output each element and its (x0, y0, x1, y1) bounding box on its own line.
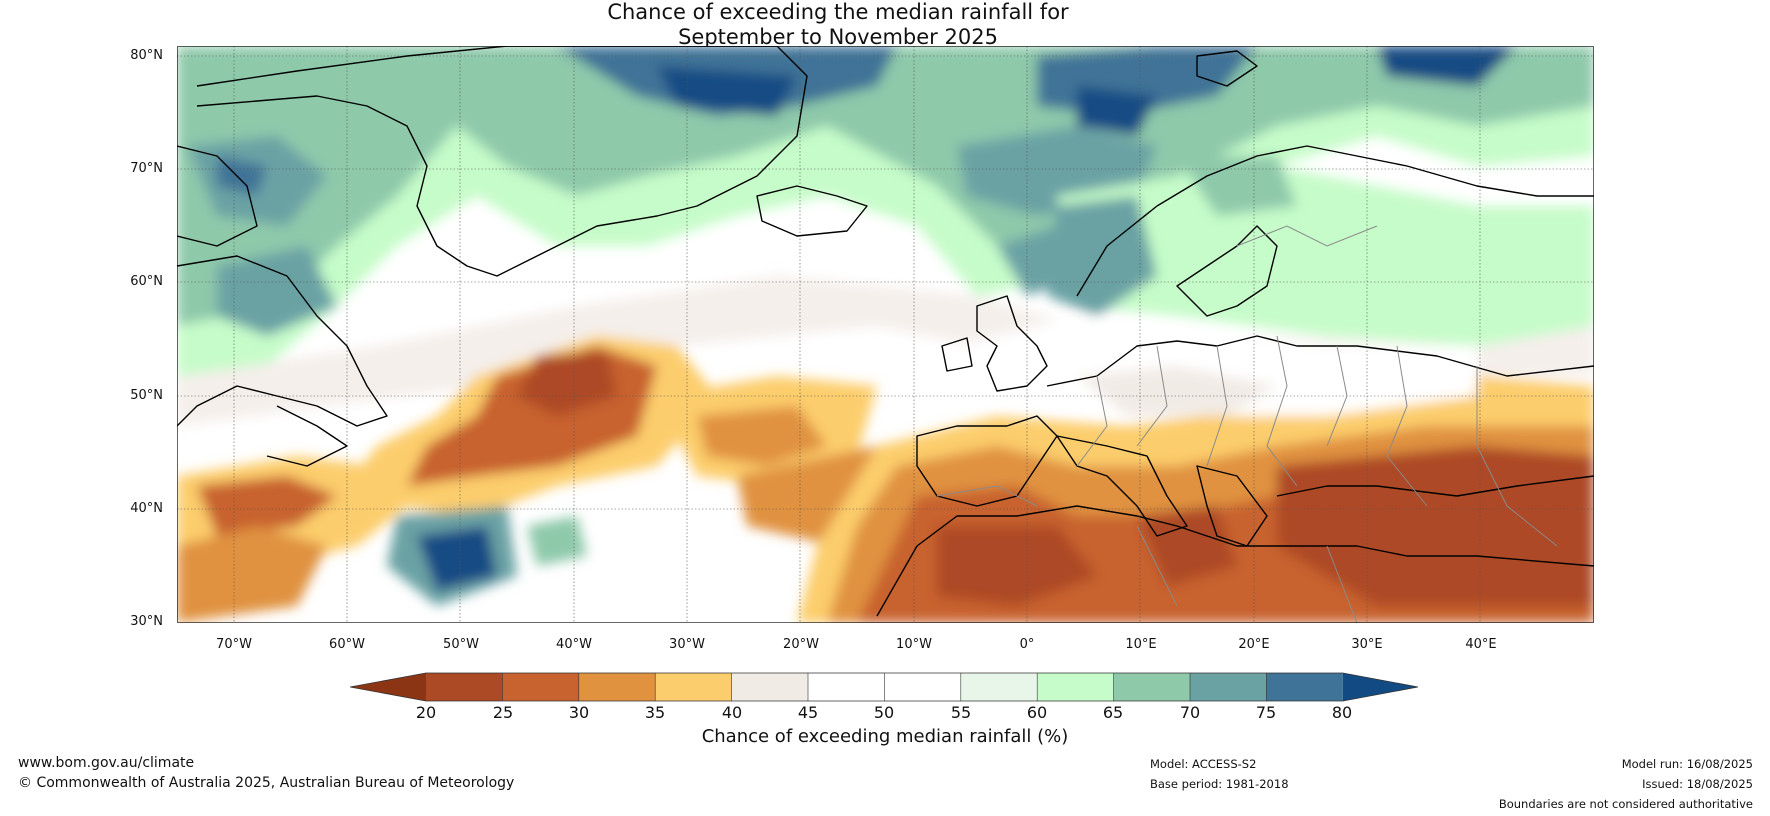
colorbar-tick-65: 65 (1102, 703, 1124, 722)
colorbar-cell (655, 673, 732, 701)
colorbar-cell (960, 673, 1038, 701)
map-title: Chance of exceeding the median rainfall … (0, 0, 1770, 50)
colorbar-extend-low (350, 673, 426, 701)
lon-label-30w: 30°W (669, 637, 705, 652)
colorbar-tick-40: 40 (721, 703, 743, 722)
colorbar-tick-60: 60 (1026, 703, 1048, 722)
coast-ireland (941, 337, 973, 372)
coast-labrador (177, 255, 388, 427)
colorbar-tick-55: 55 (950, 703, 972, 722)
footer-model-run: Model run: 16/08/2025 (1621, 757, 1753, 771)
colorbar-tick-75: 75 (1255, 703, 1277, 722)
lon-label-0: 0° (1019, 637, 1035, 652)
coast-svalbard (1196, 50, 1258, 87)
colorbar-cell (808, 673, 885, 701)
coast-turkey (1276, 475, 1594, 497)
colorbar-tick-30: 30 (568, 703, 590, 722)
colorbar-tick-70: 70 (1179, 703, 1201, 722)
colorbar-cell (884, 673, 961, 701)
borders (936, 225, 1558, 623)
colorbar-cell (1037, 673, 1114, 701)
colorbar: 20 25 30 35 40 45 50 55 60 65 70 75 80 (349, 671, 1420, 731)
colorbar-tick-45: 45 (797, 703, 819, 722)
colorbar-cell (1266, 673, 1343, 701)
coast-scandinavia (1076, 145, 1594, 297)
map-frame (177, 46, 1594, 623)
coast-sweden (1176, 225, 1278, 317)
title-line-1: Chance of exceeding the median rainfall … (607, 0, 1069, 24)
lon-label-50w: 50°W (443, 637, 479, 652)
coast-baffin (177, 145, 258, 247)
coast-britain (976, 295, 1048, 392)
lat-label-70n: 70°N (130, 161, 163, 176)
lon-label-10w: 10°W (896, 637, 932, 652)
lat-label-80n: 80°N (130, 48, 163, 63)
lon-label-20w: 20°W (783, 637, 819, 652)
rainfall-map-svg (177, 46, 1594, 623)
lon-label-40w: 40°W (556, 637, 592, 652)
rainfall-map (177, 46, 1594, 623)
lat-label-50n: 50°N (130, 388, 163, 403)
colorbar-cell (731, 673, 808, 701)
lat-label-60n: 60°N (130, 274, 163, 289)
footer-copyright: © Commonwealth of Australia 2025, Austra… (18, 775, 515, 791)
lon-label-20e: 20°E (1238, 637, 1270, 652)
coast-north-africa (876, 505, 1594, 617)
lat-label-30n: 30°N (130, 614, 163, 629)
coast-north-europe (1046, 335, 1594, 387)
footer-disclaimer: Boundaries are not considered authoritat… (1498, 797, 1753, 811)
lon-label-30e: 30°E (1351, 637, 1383, 652)
lon-label-40e: 40°E (1465, 637, 1497, 652)
colorbar-cell (578, 673, 656, 701)
colorbar-tick-35: 35 (644, 703, 666, 722)
colorbar-label: Chance of exceeding median rainfall (%) (701, 726, 1069, 747)
coast-newfoundland (266, 405, 348, 467)
colorbar-tick-50: 50 (873, 703, 895, 722)
colorbar-tick-80: 80 (1331, 703, 1353, 722)
colorbar-cell (1190, 673, 1267, 701)
colorbar-cell (502, 673, 579, 701)
colorbar-cell (1113, 673, 1190, 701)
title-line-2: September to November 2025 (678, 25, 998, 49)
footer-website: www.bom.gov.au/climate (18, 755, 195, 771)
coast-iberia (916, 415, 1058, 507)
colorbar-tick-20: 20 (415, 703, 437, 722)
footer-issued: Issued: 18/08/2025 (1642, 777, 1753, 791)
coast-iceland (756, 185, 868, 237)
graticule (177, 46, 1594, 623)
lon-label-60w: 60°W (329, 637, 365, 652)
colorbar-cell (426, 673, 503, 701)
colorbar-outline (349, 672, 1419, 702)
lon-label-10e: 10°E (1125, 637, 1157, 652)
lon-label-70w: 70°W (216, 637, 252, 652)
coast-greenland (196, 46, 808, 277)
footer-base-period: Base period: 1981-2018 (1150, 777, 1289, 791)
footer-model: Model: ACCESS-S2 (1150, 757, 1257, 771)
colorbar-tick-25: 25 (492, 703, 514, 722)
lat-label-40n: 40°N (130, 501, 163, 516)
colorbar-extend-high (1342, 673, 1418, 701)
colorbar-svg (349, 672, 1419, 702)
coast-italy (1056, 435, 1188, 537)
coastlines (177, 46, 1594, 617)
